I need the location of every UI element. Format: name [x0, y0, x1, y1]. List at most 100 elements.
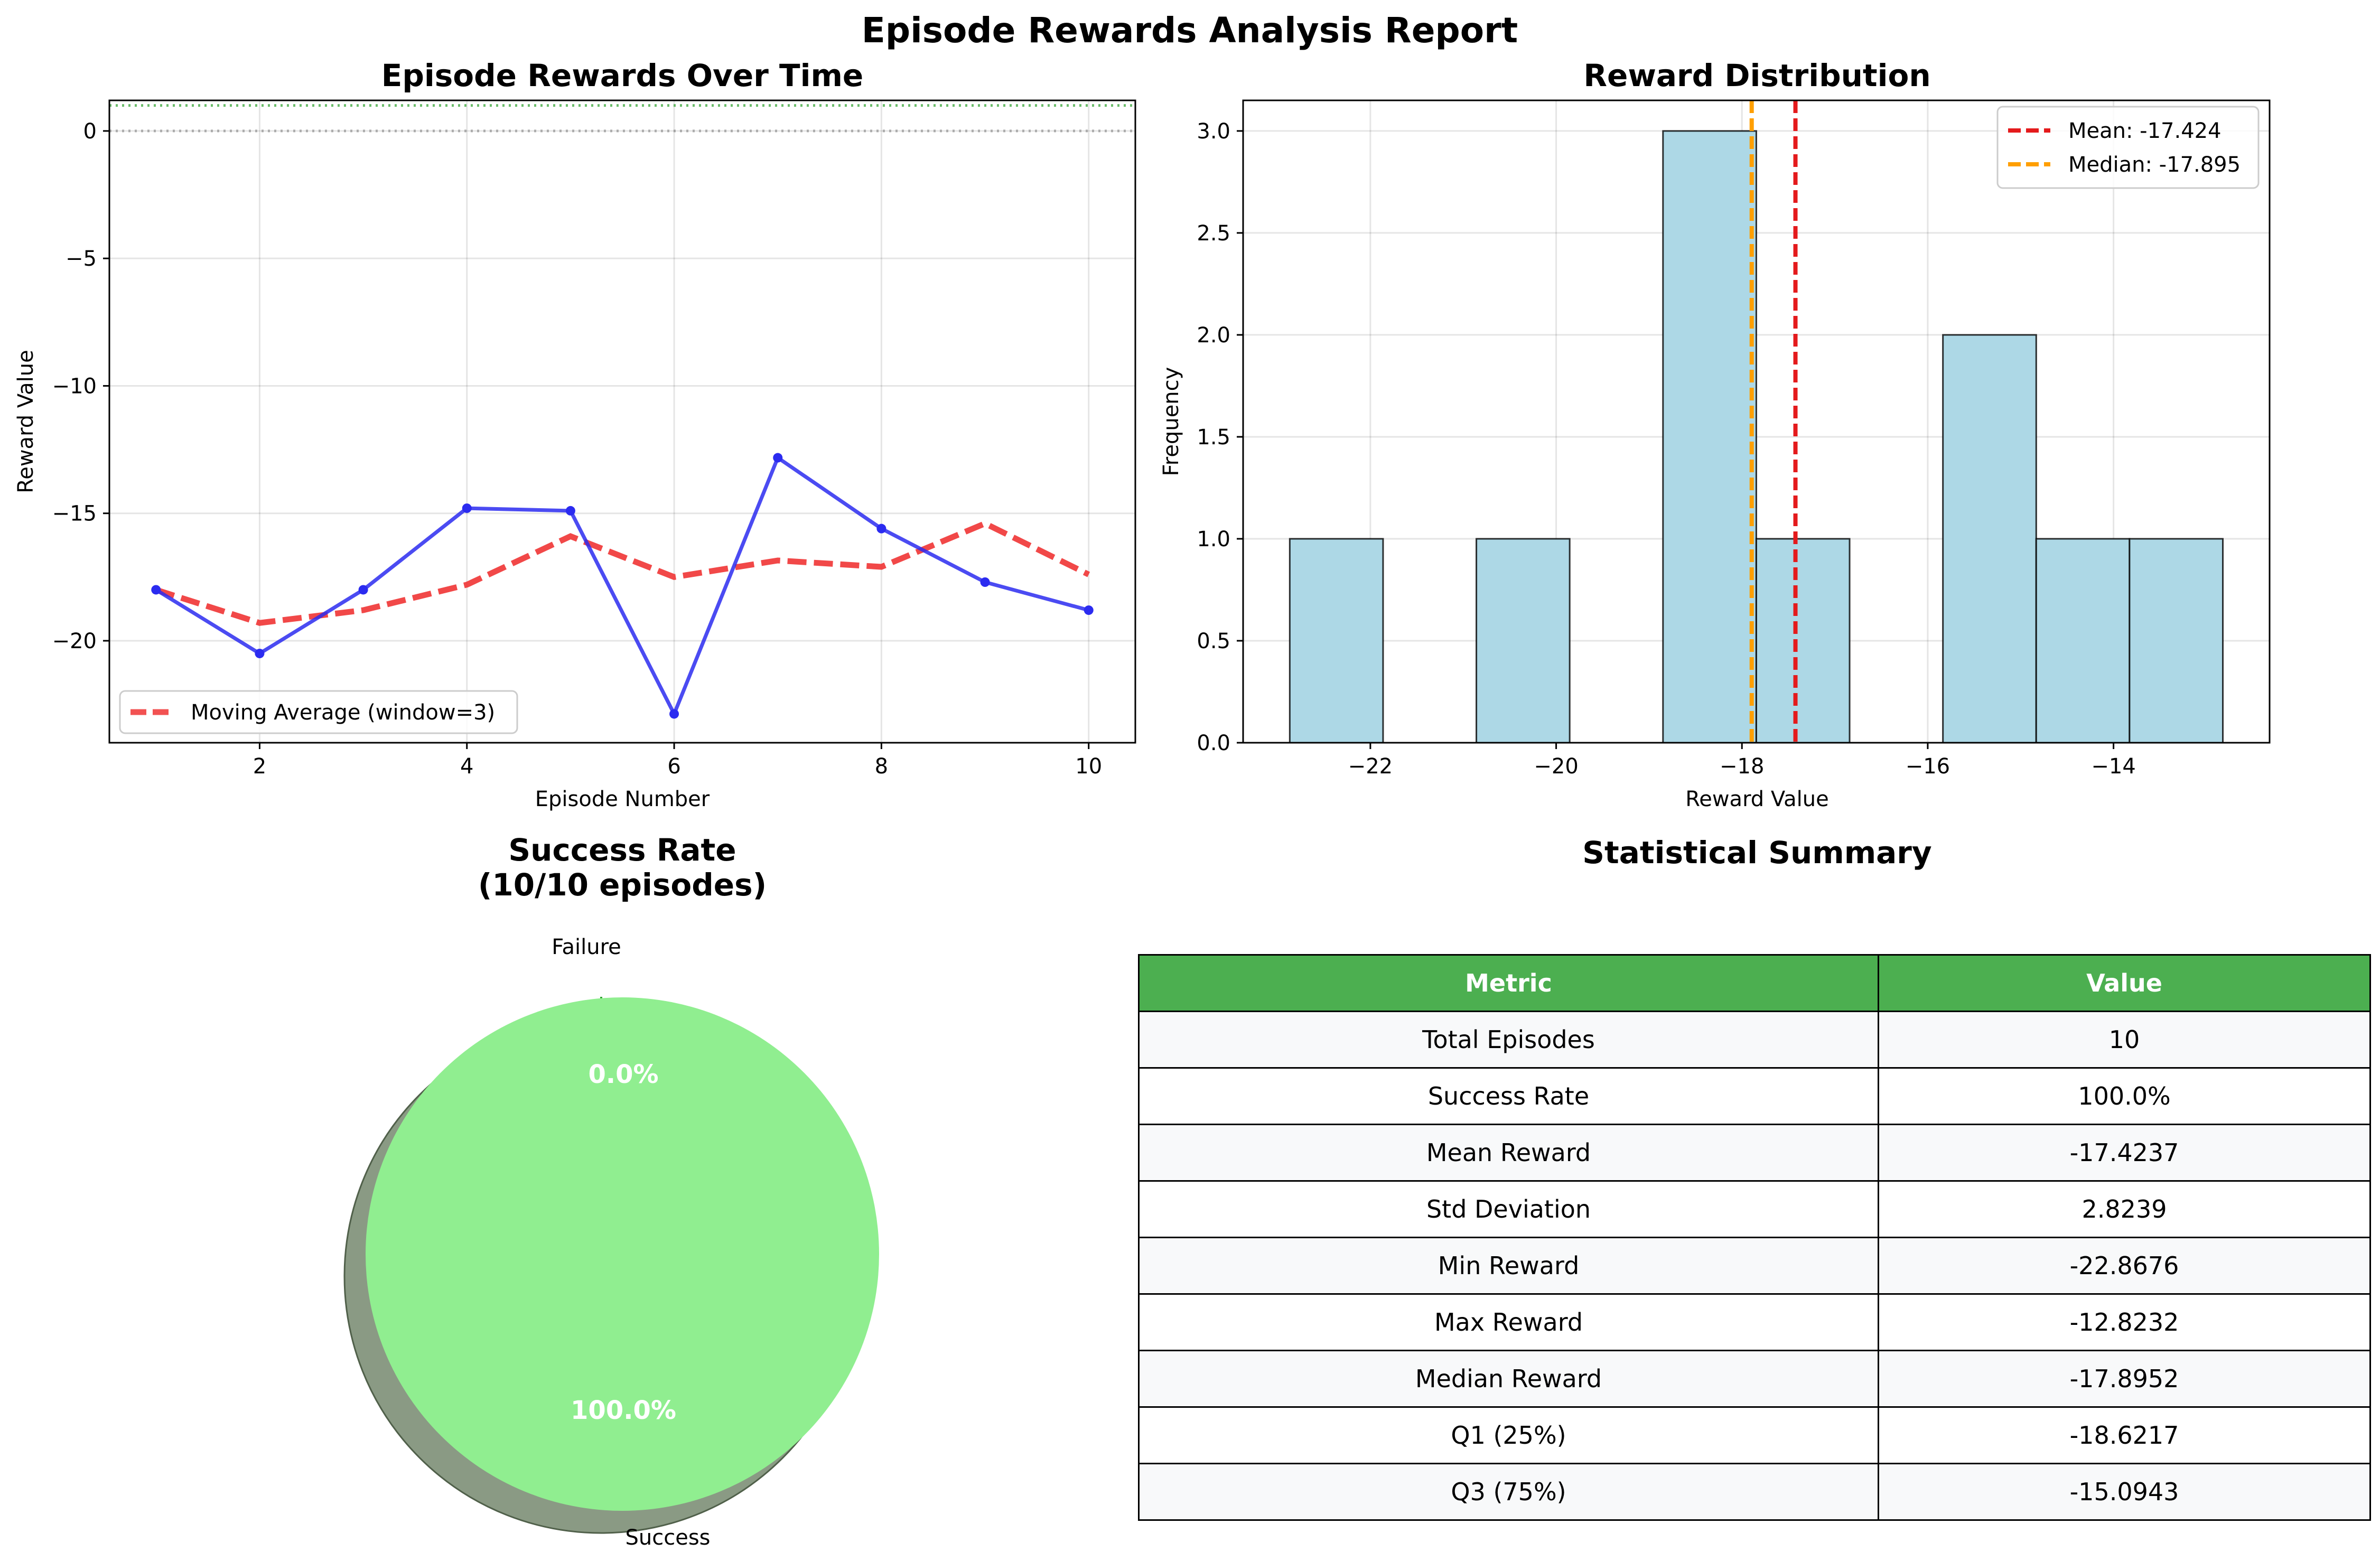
- line-chart-y-tick-label: −5: [66, 247, 97, 271]
- summary-metric-cell: Mean Reward: [1138, 1124, 1879, 1182]
- line-chart-title: Episode Rewards Over Time: [381, 58, 863, 94]
- episode-reward-line: [155, 455, 1089, 718]
- histogram-x-tick-label: −22: [1348, 754, 1393, 779]
- line-chart-reference-lines: [109, 104, 1135, 133]
- summary-value-cell: -15.0943: [1878, 1463, 2371, 1521]
- summary-metric-cell: Min Reward: [1138, 1237, 1879, 1295]
- summary-table-header-row: Metric Value: [1138, 954, 2371, 1012]
- histogram-x-tick-label: −16: [1906, 754, 1950, 779]
- histogram-y-ticks: 0.0 0.5 1.0 1.5 2.0 2.5 3.0: [1197, 119, 1243, 755]
- summary-value-cell: -12.8232: [1878, 1293, 2371, 1351]
- line-chart-x-tick-label: 4: [460, 754, 473, 779]
- line-chart-x-tick-label: 8: [875, 754, 888, 779]
- table-row: Total Episodes 10: [1138, 1011, 2371, 1069]
- line-chart-x-tick-label: 6: [667, 754, 680, 779]
- line-chart-y-label: Reward Value: [14, 350, 38, 493]
- histogram-y-tick-label: 0.0: [1197, 731, 1230, 755]
- table-row: Max Reward -12.8232: [1138, 1293, 2371, 1351]
- pie-title-line1: Success Rate: [508, 832, 736, 868]
- histogram-y-tick-label: 3.0: [1197, 119, 1230, 144]
- summary-header-value: Value: [1878, 954, 2371, 1012]
- line-chart-y-tick-label: −15: [52, 502, 97, 526]
- summary-metric-cell: Total Episodes: [1138, 1011, 1879, 1069]
- pie-title-line2: (10/10 episodes): [478, 867, 767, 903]
- histogram-y-tick-label: 0.5: [1197, 629, 1230, 653]
- line-chart-legend-label: Moving Average (window=3): [191, 700, 495, 725]
- histogram-bar: [1289, 538, 1384, 744]
- line-chart-frame: [108, 99, 1136, 744]
- histogram-legend-box: [1996, 106, 2260, 189]
- episode-reward-point: [462, 503, 472, 513]
- moving-average-line: [155, 520, 1090, 626]
- histogram-bars: [1289, 130, 2224, 744]
- histogram-y-label: Frequency: [1159, 367, 1183, 476]
- figure-title: Episode Rewards Analysis Report: [862, 10, 1518, 51]
- line-chart-y-tick-label: −10: [52, 374, 97, 398]
- line-chart-x-tick-label: 10: [1075, 754, 1102, 779]
- histogram-y-tick-label: 1.5: [1197, 425, 1230, 450]
- pie-success-label: Success: [625, 1526, 710, 1550]
- line-chart-y-tick-label: 0: [83, 119, 97, 144]
- table-row: Mean Reward -17.4237: [1138, 1124, 2371, 1182]
- summary-metric-cell: Std Deviation: [1138, 1180, 1879, 1238]
- summary-metric-cell: Success Rate: [1138, 1067, 1879, 1125]
- summary-metric-cell: Q3 (75%): [1138, 1463, 1879, 1521]
- histogram-x-tick-label: −14: [2091, 754, 2135, 779]
- table-row: Q1 (25%) -18.6217: [1138, 1406, 2371, 1464]
- histogram-x-tick-label: −20: [1534, 754, 1578, 779]
- line-chart-x-label: Episode Number: [535, 787, 710, 811]
- table-row: Q3 (75%) -15.0943: [1138, 1463, 2371, 1521]
- summary-table: Metric Value Total Episodes 10 Success R…: [1138, 954, 2371, 1521]
- line-chart-legend-box: [119, 690, 518, 734]
- summary-value-cell: -17.8952: [1878, 1350, 2371, 1408]
- histogram-bar: [1662, 130, 1757, 744]
- episode-reward-point: [1084, 605, 1094, 615]
- histogram-bar: [2129, 538, 2224, 744]
- line-chart-x-ticks: 2 4 6 8 10: [253, 743, 1102, 779]
- summary-metric-cell: Max Reward: [1138, 1293, 1879, 1351]
- episode-reward-point: [669, 709, 679, 719]
- summary-value-cell: 10: [1878, 1011, 2371, 1069]
- histogram-legend: Mean: -17.424 Median: -17.895: [1996, 106, 2260, 189]
- summary-header-metric: Metric: [1138, 954, 1879, 1012]
- histogram-x-tick-label: −18: [1720, 754, 1764, 779]
- episode-reward-point: [255, 649, 265, 659]
- line-chart-x-tick-label: 2: [253, 754, 266, 779]
- episode-reward-point: [980, 577, 990, 587]
- episode-reward-point: [565, 506, 575, 516]
- histogram-y-tick-label: 1.0: [1197, 527, 1230, 552]
- table-row: Min Reward -22.8676: [1138, 1237, 2371, 1295]
- line-chart-y-tick-label: −20: [52, 629, 97, 653]
- summary-value-cell: -17.4237: [1878, 1124, 2371, 1182]
- summary-value-cell: -18.6217: [1878, 1406, 2371, 1464]
- episode-reward-point: [358, 585, 368, 595]
- episode-reward-point: [773, 453, 783, 463]
- histogram-bar: [1942, 334, 2037, 744]
- pie-failure-percent: 0.0%: [588, 1060, 658, 1089]
- histogram-frame: [1242, 99, 2271, 744]
- line-chart-series: [151, 453, 1094, 719]
- episode-reward-point: [151, 585, 161, 595]
- histogram-legend-median-label: Median: -17.895: [2068, 153, 2241, 177]
- histogram-bar: [1476, 538, 1571, 744]
- summary-title: Statistical Summary: [1582, 835, 1931, 871]
- histogram-title: Reward Distribution: [1583, 58, 1930, 94]
- pie-success-percent: 100.0%: [571, 1396, 676, 1425]
- histogram-x-ticks: −22 −20 −18 −16 −14: [1348, 743, 2136, 779]
- table-row: Median Reward -17.8952: [1138, 1350, 2371, 1408]
- pie-success-slice: [366, 997, 879, 1511]
- summary-value-cell: 100.0%: [1878, 1067, 2371, 1125]
- line-chart-y-ticks: 0 −5 −10 −15 −20: [52, 119, 109, 653]
- histogram-panel: Reward Distribution −22 −20 −18 −16 −14 0.0 0…: [1159, 58, 2271, 811]
- summary-metric-cell: Median Reward: [1138, 1350, 1879, 1408]
- episode-reward-point: [876, 524, 886, 534]
- pie-panel: Success Rate (10/10 episodes) Failure Su…: [343, 832, 879, 1550]
- histogram-legend-mean-label: Mean: -17.424: [2068, 119, 2222, 143]
- histogram-bar: [1755, 538, 1851, 744]
- summary-value-cell: 2.8239: [1878, 1180, 2371, 1238]
- summary-value-cell: -22.8676: [1878, 1237, 2371, 1295]
- line-chart-grid: [109, 100, 1135, 743]
- table-row: Success Rate 100.0%: [1138, 1067, 2371, 1125]
- table-row: Std Deviation 2.8239: [1138, 1180, 2371, 1238]
